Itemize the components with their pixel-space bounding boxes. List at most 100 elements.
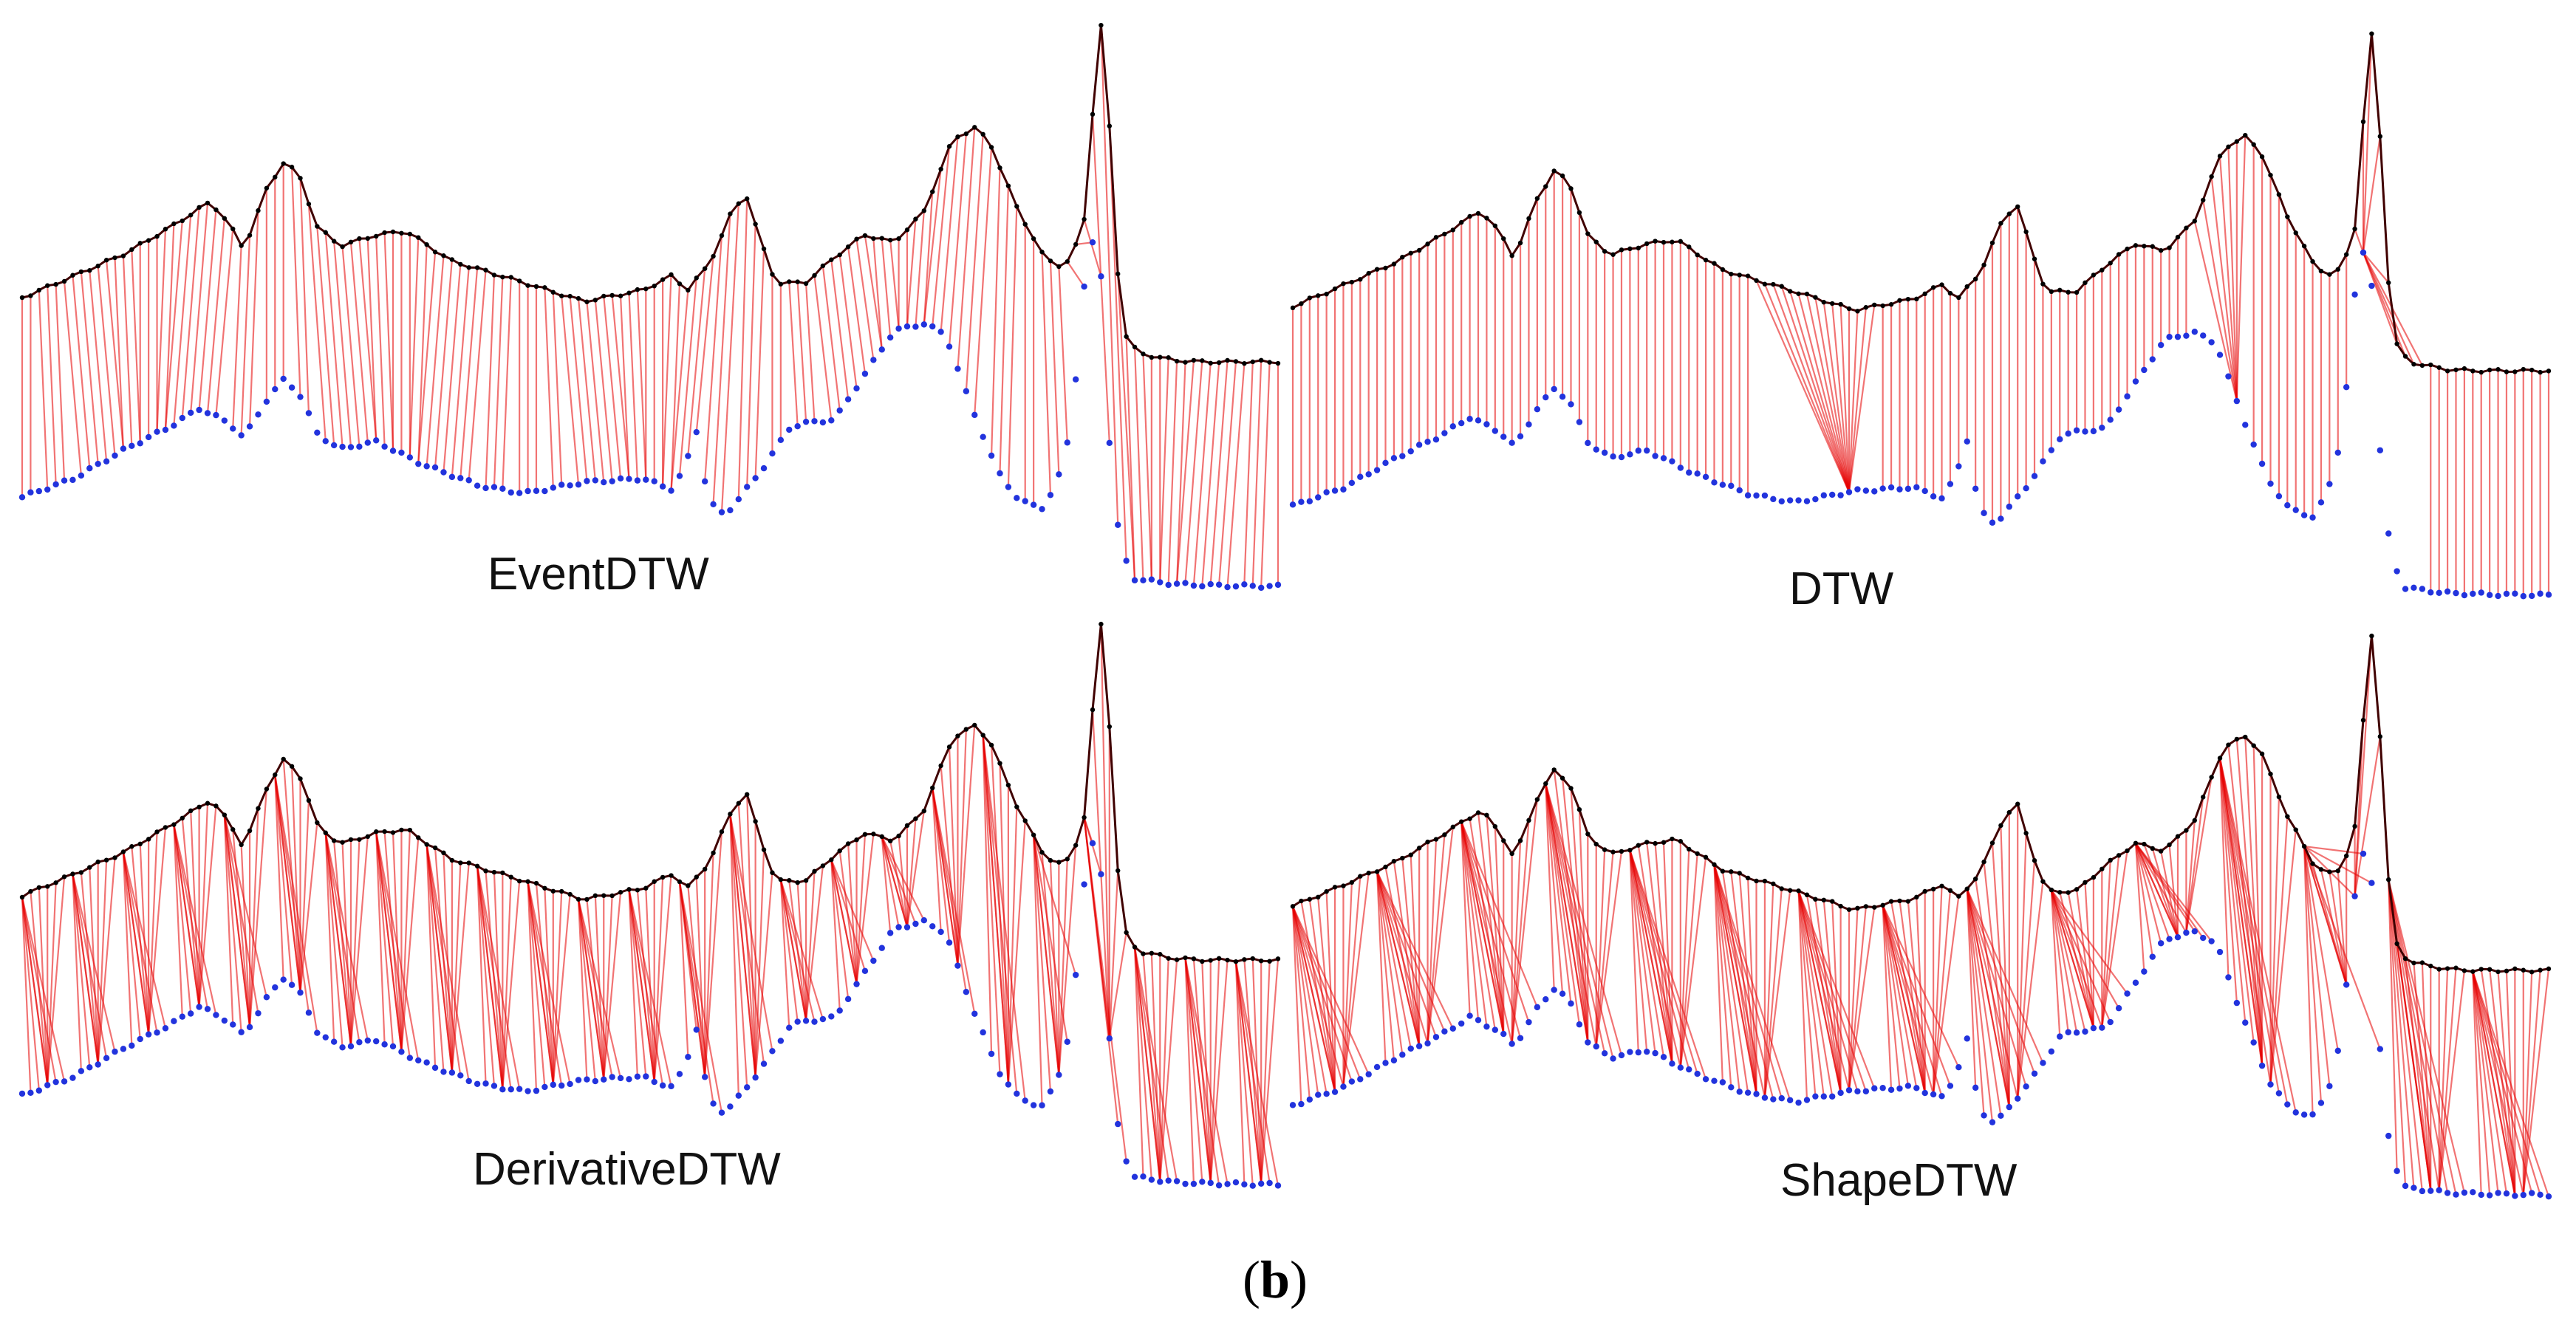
warping-link: [2438, 970, 2465, 1190]
warping-link: [190, 202, 209, 414]
reference-point: [2250, 441, 2257, 448]
reference-point: [777, 436, 785, 443]
reference-point: [2174, 933, 2182, 941]
warping-link: [173, 215, 192, 426]
query-point: [213, 207, 219, 213]
query-point: [323, 230, 328, 235]
reference-point: [1610, 453, 1616, 460]
query-point: [1242, 957, 1247, 962]
query-point: [1492, 223, 1498, 228]
warping-link: [291, 167, 301, 397]
query-point: [163, 227, 168, 232]
warping-link: [1966, 888, 1977, 1088]
reference-point: [339, 443, 346, 450]
warping-link: [476, 865, 496, 1086]
reference-point: [482, 1080, 489, 1087]
query-point: [146, 837, 151, 842]
query-point: [1880, 902, 1885, 908]
reference-point: [2503, 1190, 2510, 1197]
query-point: [1316, 894, 1321, 900]
warping-link: [2472, 971, 2541, 1196]
query-point: [1324, 888, 1329, 894]
reference-point: [2411, 1185, 2417, 1191]
warping-link: [2303, 846, 2323, 1103]
warping-link: [628, 292, 638, 481]
warping-link: [2329, 871, 2348, 985]
query-point: [1771, 881, 1776, 887]
warping-link: [400, 829, 411, 1052]
warping-link: [779, 879, 824, 1020]
warping-link: [1933, 890, 1952, 1095]
reference-point: [1711, 1077, 1718, 1084]
query-point: [1107, 123, 1113, 128]
reference-point: [1930, 493, 1937, 500]
query-point: [1754, 878, 1759, 884]
query-point: [1005, 183, 1011, 188]
warping-link: [2135, 843, 2213, 942]
reference-point: [103, 458, 110, 465]
reference-point: [1559, 394, 1566, 400]
query-point: [70, 871, 75, 877]
query-point: [53, 281, 58, 287]
reference-point: [2444, 1190, 2451, 1196]
warping-link: [628, 889, 672, 1087]
reference-point: [1635, 1049, 1641, 1056]
reference-point: [2233, 999, 2241, 1007]
query-point: [491, 869, 497, 875]
reference-point: [415, 460, 422, 467]
query-point: [1124, 334, 1129, 339]
warping-link: [577, 899, 605, 1080]
warping-link: [1291, 906, 1328, 1094]
query-point: [1191, 357, 1197, 363]
reference-point: [963, 388, 970, 394]
warping-link: [1797, 891, 1817, 1097]
query-point: [711, 850, 716, 856]
query-point: [1216, 360, 1222, 366]
query-point: [1678, 839, 1684, 844]
reference-point: [1441, 430, 1448, 436]
warping-link: [2218, 156, 2238, 402]
query-point: [1225, 357, 1230, 363]
reference-point: [844, 396, 852, 402]
warping-link: [1226, 363, 1246, 588]
warping-link: [1713, 864, 1774, 1100]
warping-link: [1184, 957, 1212, 1184]
warping-link: [1814, 899, 1842, 1094]
warping-link: [2303, 846, 2314, 1115]
query-point: [2301, 244, 2307, 249]
warping-link: [1291, 906, 1336, 1092]
query-point: [2091, 272, 2097, 278]
query-point: [1585, 231, 1591, 236]
warping-link: [181, 207, 200, 419]
query-point: [1771, 281, 1776, 287]
reference-point: [870, 357, 877, 363]
query-point: [626, 290, 632, 295]
reference-point: [1072, 971, 1079, 978]
reference-point: [230, 425, 236, 432]
reference-point: [1382, 459, 1389, 467]
query-point: [222, 812, 228, 817]
query-point: [1208, 360, 1213, 366]
warping-link: [1291, 906, 1345, 1087]
reference-point: [1568, 1000, 1574, 1007]
warping-link: [299, 178, 310, 414]
warping-link: [1848, 906, 1867, 1091]
query-point: [373, 829, 379, 834]
warping-link: [223, 815, 234, 1025]
warping-link: [409, 237, 420, 458]
warping-link: [375, 236, 386, 447]
query-point: [1467, 816, 1472, 821]
reference-point: [1382, 1060, 1389, 1066]
warping-link: [1822, 302, 1851, 493]
reference-point: [1829, 491, 1836, 498]
reference-point: [1148, 1176, 1155, 1183]
warping-link: [2354, 228, 2365, 253]
query-point: [1216, 956, 1222, 961]
warping-link: [451, 863, 462, 1073]
reference-point: [2444, 588, 2451, 595]
warping-link: [2522, 970, 2541, 1196]
query-point: [222, 216, 228, 221]
warping-link: [299, 822, 318, 993]
query-point: [1082, 216, 1087, 222]
